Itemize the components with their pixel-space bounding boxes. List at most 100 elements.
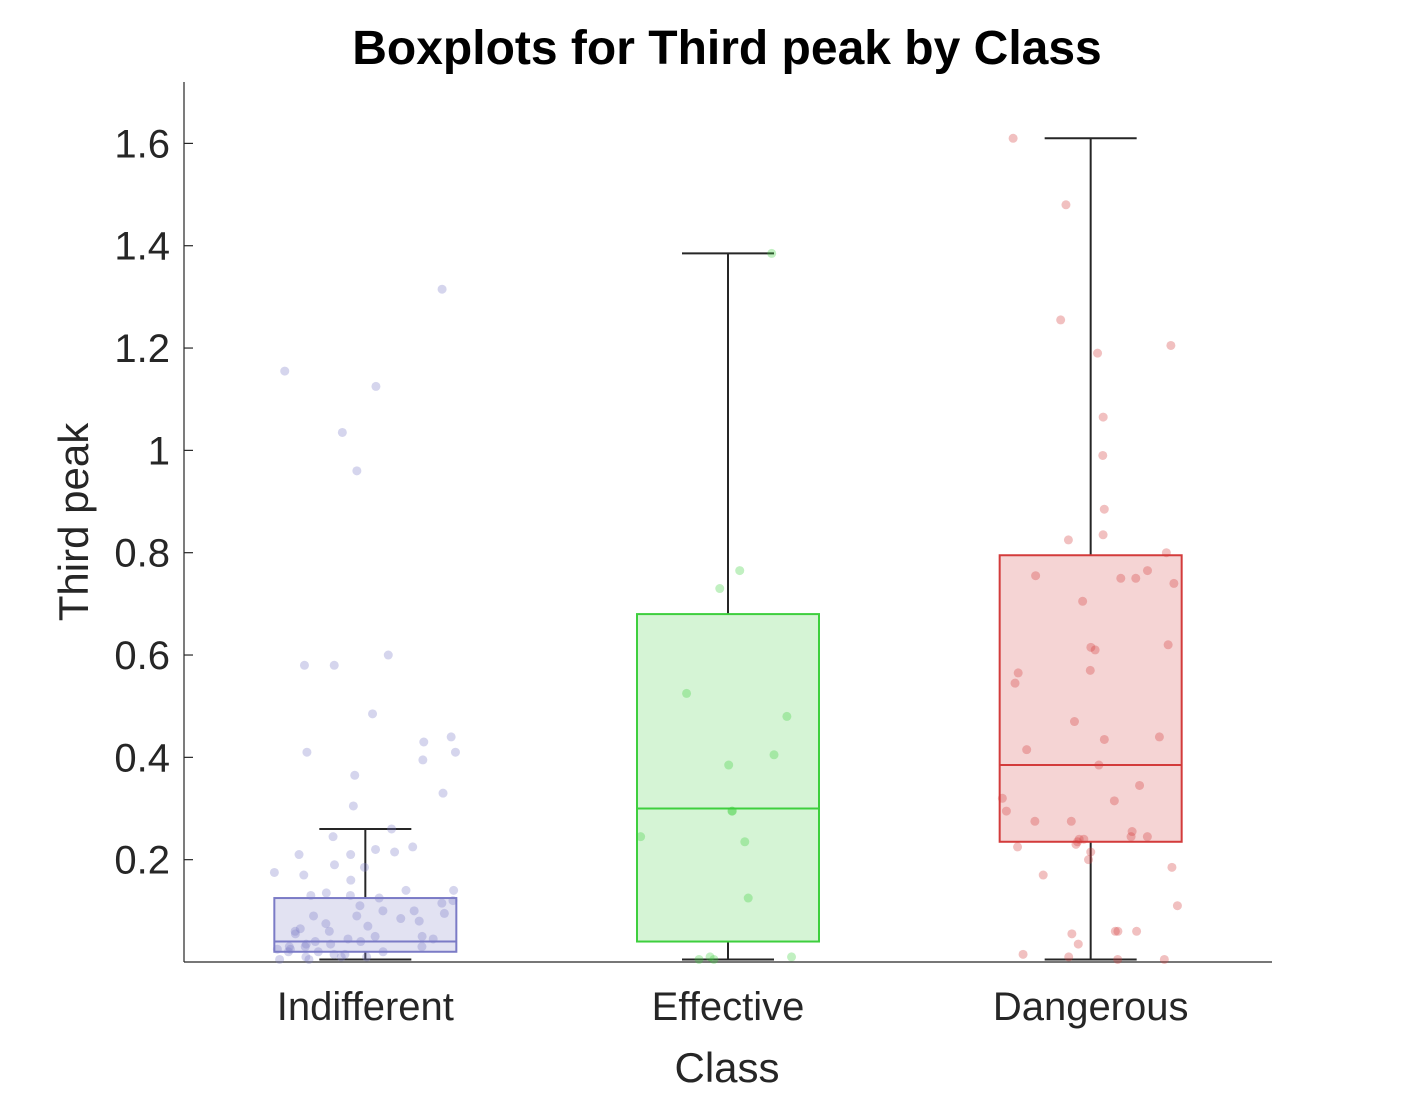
y-tick-label: 0.8 bbox=[114, 532, 170, 576]
data-point bbox=[450, 747, 460, 757]
data-point bbox=[1072, 837, 1082, 847]
data-point bbox=[313, 947, 323, 957]
data-point bbox=[295, 924, 305, 934]
data-point bbox=[439, 908, 449, 918]
data-point bbox=[724, 760, 734, 770]
box-iqr bbox=[273, 897, 458, 953]
data-point bbox=[1078, 596, 1088, 606]
data-point bbox=[387, 824, 397, 834]
y-tick-label: 0.2 bbox=[114, 839, 170, 883]
data-point bbox=[324, 926, 334, 936]
data-point bbox=[1132, 926, 1142, 936]
data-point bbox=[368, 709, 378, 719]
data-point bbox=[437, 898, 447, 908]
data-point bbox=[1010, 678, 1020, 688]
data-point bbox=[694, 954, 704, 964]
data-point bbox=[1086, 847, 1096, 857]
data-point bbox=[294, 850, 304, 860]
data-point bbox=[1154, 732, 1164, 742]
data-point bbox=[1067, 929, 1077, 939]
x-tick-label: Effective bbox=[652, 985, 805, 1029]
data-point bbox=[437, 284, 447, 294]
data-point bbox=[438, 788, 448, 798]
data-point bbox=[275, 954, 285, 964]
y-tick-label: 0.6 bbox=[114, 634, 170, 678]
data-point bbox=[446, 732, 456, 742]
data-point bbox=[1098, 450, 1108, 460]
data-point bbox=[1022, 745, 1032, 755]
data-point bbox=[301, 939, 311, 949]
data-point bbox=[997, 793, 1007, 803]
data-point bbox=[1079, 834, 1089, 844]
data-point bbox=[378, 947, 388, 957]
data-point bbox=[310, 937, 320, 947]
data-point bbox=[329, 860, 339, 870]
data-point bbox=[337, 427, 347, 437]
x-tick-label: Dangerous bbox=[993, 985, 1189, 1029]
data-point bbox=[362, 952, 372, 962]
y-tick-label: 1.4 bbox=[114, 225, 170, 269]
data-point bbox=[1172, 901, 1182, 911]
data-point bbox=[1084, 855, 1094, 865]
data-point bbox=[336, 952, 346, 962]
data-point bbox=[727, 806, 737, 816]
data-point bbox=[355, 901, 365, 911]
data-point bbox=[682, 688, 692, 698]
data-point bbox=[1167, 862, 1177, 872]
y-tick-label: 0.4 bbox=[114, 736, 170, 780]
data-point bbox=[346, 875, 356, 885]
data-point bbox=[1099, 734, 1109, 744]
data-point bbox=[374, 893, 384, 903]
data-point bbox=[304, 954, 314, 964]
data-point bbox=[321, 888, 331, 898]
y-tick-label: 1.6 bbox=[114, 122, 170, 166]
y-tick-label: 1 bbox=[148, 429, 170, 473]
data-point bbox=[390, 847, 400, 857]
data-point bbox=[1063, 535, 1073, 545]
chart-title: Boxplots for Third peak by Class bbox=[352, 22, 1101, 75]
data-point bbox=[1008, 133, 1018, 143]
data-point bbox=[396, 914, 406, 924]
data-point bbox=[735, 566, 745, 576]
data-point bbox=[705, 952, 715, 962]
data-point bbox=[1086, 642, 1096, 652]
data-point bbox=[1069, 717, 1079, 727]
data-point bbox=[1131, 573, 1141, 583]
data-point bbox=[428, 934, 438, 944]
data-point bbox=[280, 366, 290, 376]
data-point bbox=[787, 952, 797, 962]
data-point bbox=[740, 837, 750, 847]
data-point bbox=[1113, 954, 1123, 964]
x-tick-label: Indifferent bbox=[277, 985, 454, 1029]
data-point bbox=[321, 919, 331, 929]
data-point bbox=[782, 711, 792, 721]
data-point bbox=[709, 954, 719, 964]
box-iqr bbox=[636, 613, 820, 943]
data-point bbox=[328, 832, 338, 842]
data-point bbox=[300, 942, 310, 952]
data-point bbox=[743, 893, 753, 903]
data-point bbox=[290, 929, 300, 939]
data-point bbox=[1090, 645, 1100, 655]
data-point bbox=[1163, 640, 1173, 650]
data-point bbox=[1142, 832, 1152, 842]
data-point bbox=[1159, 954, 1169, 964]
data-point bbox=[348, 801, 358, 811]
data-point bbox=[401, 885, 411, 895]
data-point bbox=[1074, 834, 1084, 844]
data-point bbox=[1094, 760, 1104, 770]
data-point bbox=[1001, 806, 1011, 816]
data-point bbox=[269, 867, 279, 877]
data-point bbox=[1093, 348, 1103, 358]
data-point bbox=[371, 844, 381, 854]
data-point bbox=[1109, 796, 1119, 806]
data-point bbox=[283, 947, 293, 957]
data-point bbox=[356, 937, 366, 947]
data-point bbox=[370, 931, 380, 941]
data-point bbox=[1116, 573, 1126, 583]
data-point bbox=[352, 466, 362, 476]
data-point bbox=[302, 747, 312, 757]
data-point bbox=[350, 770, 360, 780]
plot-area: 0.2 0.4 0.6 0.8 1 1.2 1.4 1.6 Indifferent Effecti… bbox=[114, 82, 1272, 1029]
